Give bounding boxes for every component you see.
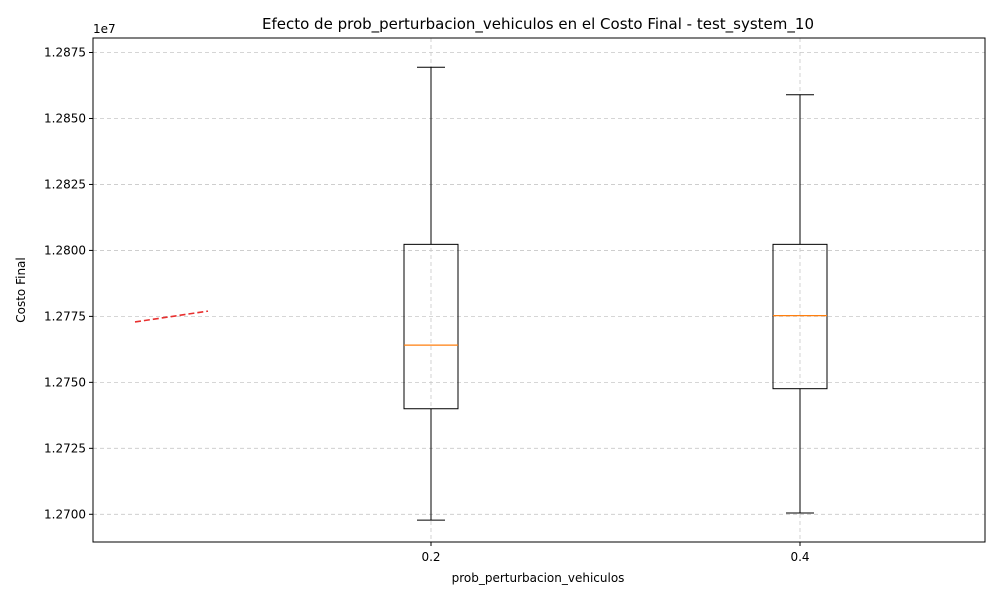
y-tick-label: 1.2750 (44, 375, 86, 389)
chart-title: Efecto de prob_perturbacion_vehiculos en… (262, 15, 814, 34)
grid-lines (93, 38, 985, 542)
boxplots (403, 66, 828, 521)
y-axis-ticks: 1.2700 1.2725 1.2750 1.2775 1.2800 1.2825 1.28… (44, 46, 93, 521)
boxplot-0.4 (772, 94, 828, 514)
y-tick-label: 1.2775 (44, 309, 86, 323)
x-tick-label: 0.2 (421, 550, 440, 564)
y-axis-label: Costo Final (14, 257, 28, 323)
y-offset-label: 1e7 (93, 22, 116, 36)
x-axis-label: prob_perturbacion_vehiculos (452, 571, 625, 585)
y-tick-label: 1.2725 (44, 441, 86, 455)
iqr-box (772, 243, 828, 390)
iqr-box (403, 243, 459, 410)
y-tick-label: 1.2850 (44, 111, 86, 125)
trend-line-layer (134, 310, 209, 323)
boxplot-0.2 (403, 66, 459, 521)
x-axis-ticks: 0.2 0.4 (421, 542, 810, 564)
x-tick-label: 0.4 (790, 550, 809, 564)
plot-area (92, 37, 986, 543)
trend-line (134, 310, 209, 323)
y-tick-label: 1.2800 (44, 243, 86, 257)
y-tick-label: 1.2875 (44, 46, 86, 60)
y-tick-label: 1.2700 (44, 507, 86, 521)
y-tick-label: 1.2825 (44, 177, 86, 191)
